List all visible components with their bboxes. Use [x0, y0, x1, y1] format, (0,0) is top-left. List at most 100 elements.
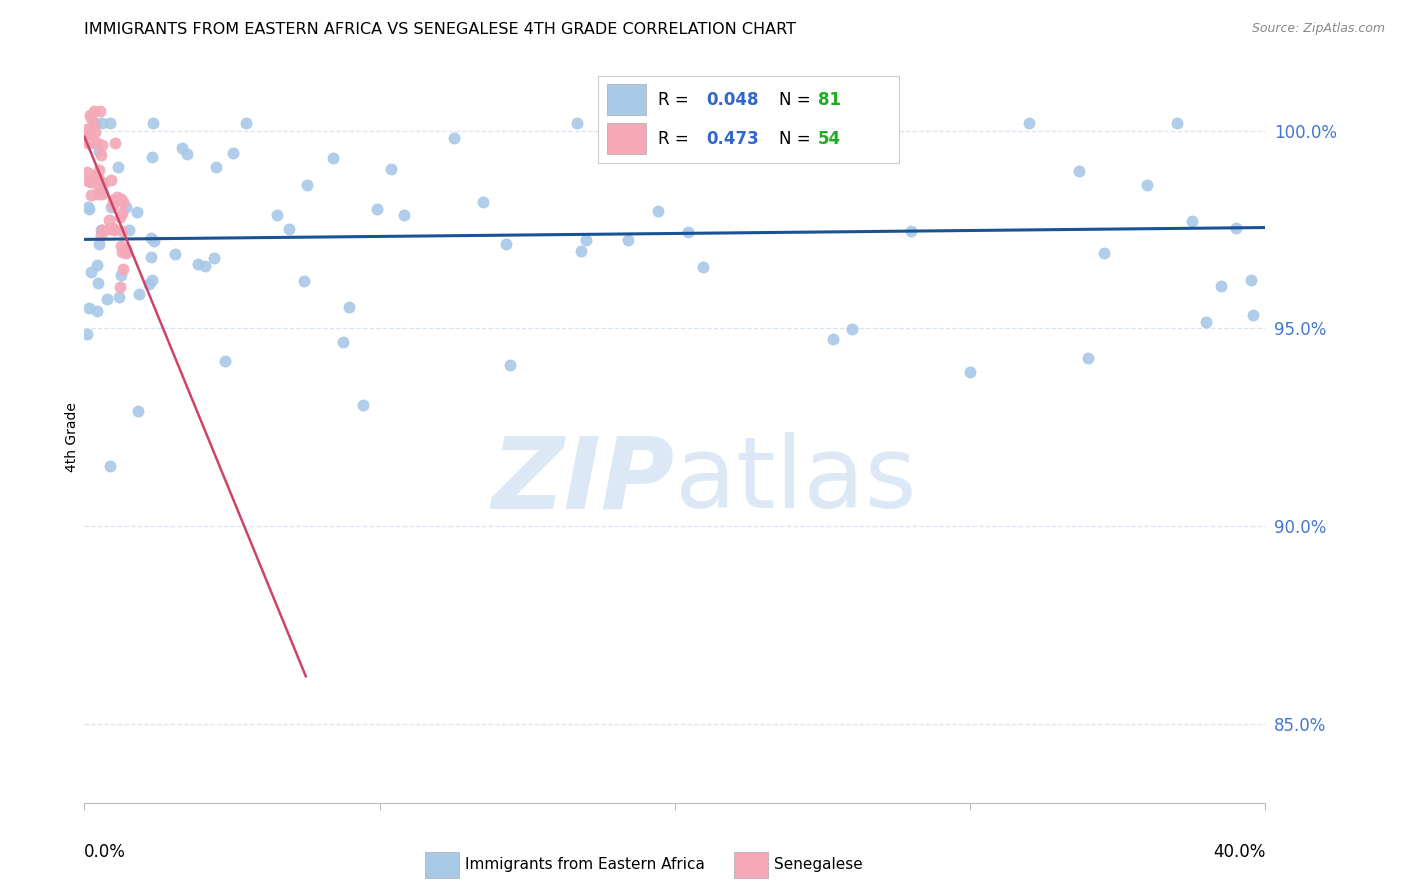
- Point: [141, 273, 163, 287]
- Point: [235, 116, 257, 130]
- Point: [77, 122, 100, 136]
- Point: [84, 116, 107, 130]
- Point: [108, 211, 131, 225]
- Point: [110, 268, 132, 282]
- Point: [76, 121, 98, 136]
- Point: [86, 304, 108, 318]
- Text: Source: ZipAtlas.com: Source: ZipAtlas.com: [1251, 22, 1385, 36]
- Point: [1225, 220, 1247, 235]
- Point: [107, 160, 129, 174]
- Point: [111, 195, 134, 210]
- Point: [98, 212, 121, 227]
- Point: [80, 130, 103, 145]
- Point: [79, 188, 101, 202]
- Point: [692, 260, 714, 274]
- Point: [1211, 278, 1233, 293]
- Point: [647, 204, 669, 219]
- Point: [1077, 351, 1099, 366]
- Point: [87, 180, 110, 194]
- Point: [79, 301, 101, 316]
- Text: 0.0%: 0.0%: [84, 843, 127, 861]
- Point: [111, 261, 134, 276]
- Point: [97, 222, 120, 236]
- Point: [1240, 273, 1263, 287]
- Point: [110, 239, 132, 253]
- Point: [115, 200, 138, 214]
- Point: [202, 252, 225, 266]
- Point: [110, 192, 132, 206]
- Point: [87, 171, 110, 186]
- Point: [1195, 316, 1218, 330]
- Point: [77, 202, 100, 217]
- Point: [352, 398, 374, 412]
- Point: [565, 116, 588, 130]
- Point: [841, 322, 863, 336]
- Point: [143, 234, 166, 248]
- Point: [332, 334, 354, 349]
- Point: [959, 365, 981, 379]
- Point: [1180, 214, 1202, 228]
- Point: [89, 163, 111, 178]
- Point: [266, 208, 288, 222]
- Point: [1018, 116, 1040, 130]
- Point: [91, 138, 114, 153]
- Text: 40.0%: 40.0%: [1213, 843, 1265, 861]
- Point: [380, 161, 402, 176]
- Point: [111, 224, 134, 238]
- Point: [141, 150, 163, 164]
- Point: [222, 146, 245, 161]
- Point: [823, 332, 845, 346]
- FancyBboxPatch shape: [425, 852, 458, 878]
- Point: [337, 301, 360, 315]
- Point: [366, 202, 388, 216]
- Point: [82, 135, 104, 149]
- Point: [89, 144, 111, 158]
- Point: [1067, 164, 1090, 178]
- Point: [165, 247, 187, 261]
- Point: [194, 260, 217, 274]
- Point: [86, 258, 108, 272]
- Point: [91, 186, 114, 201]
- Point: [128, 287, 150, 301]
- Point: [86, 136, 108, 150]
- Text: Senegalese: Senegalese: [775, 857, 863, 872]
- Point: [89, 103, 111, 118]
- Point: [1241, 309, 1264, 323]
- Point: [90, 186, 112, 201]
- Point: [292, 274, 315, 288]
- Point: [98, 116, 121, 130]
- Point: [101, 193, 124, 207]
- Point: [617, 233, 640, 247]
- Point: [84, 168, 107, 182]
- Text: Immigrants from Eastern Africa: Immigrants from Eastern Africa: [465, 857, 704, 872]
- Point: [76, 200, 98, 214]
- Point: [76, 132, 98, 146]
- Point: [87, 186, 110, 201]
- FancyBboxPatch shape: [734, 852, 768, 878]
- Point: [139, 250, 162, 264]
- Point: [90, 148, 112, 162]
- Point: [90, 228, 112, 243]
- Point: [108, 290, 131, 304]
- Point: [90, 223, 112, 237]
- Point: [127, 404, 149, 418]
- Point: [322, 151, 344, 165]
- Point: [79, 108, 101, 122]
- Point: [111, 206, 134, 220]
- Point: [392, 208, 415, 222]
- Point: [83, 118, 105, 132]
- Point: [110, 245, 132, 260]
- Point: [105, 190, 128, 204]
- Point: [115, 246, 138, 260]
- Point: [277, 222, 299, 236]
- Point: [1136, 178, 1159, 193]
- Point: [90, 222, 112, 236]
- Point: [103, 223, 125, 237]
- Point: [1166, 116, 1188, 130]
- Point: [569, 244, 592, 259]
- Point: [115, 242, 138, 256]
- Point: [176, 146, 198, 161]
- Point: [80, 132, 103, 146]
- Point: [104, 136, 127, 150]
- Point: [142, 116, 165, 130]
